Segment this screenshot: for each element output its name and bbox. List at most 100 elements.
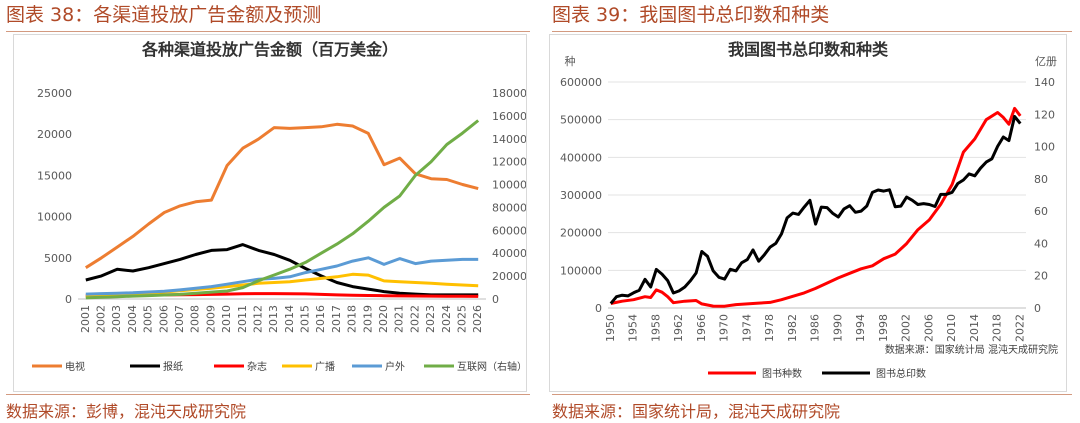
y2-tick-label: 160000 xyxy=(492,110,526,123)
x-tick-label: 1954 xyxy=(627,314,640,342)
legend-label: 图书总印数 xyxy=(876,367,926,380)
x-tick-label: 1986 xyxy=(809,314,822,342)
legend-label: 报纸 xyxy=(163,360,183,373)
y2-tick-label: 60000 xyxy=(492,224,526,237)
y-tick-label: 300000 xyxy=(560,189,602,202)
right-figure-source: 数据来源：国家统计局，混沌天成研究院 xyxy=(552,402,841,421)
x-tick-label: 2022 xyxy=(1013,314,1026,342)
y2-tick-label: 40 xyxy=(1034,237,1048,250)
x-tick-label: 2015 xyxy=(299,305,312,333)
y-tick-label: 20000 xyxy=(37,128,72,141)
x-tick-label: 2021 xyxy=(393,305,406,333)
y-tick-label: 100000 xyxy=(560,264,602,277)
x-tick-label: 2010 xyxy=(220,305,233,333)
x-tick-label: 2009 xyxy=(204,305,217,333)
y2-tick-label: 0 xyxy=(1034,302,1041,315)
x-tick-label: 2012 xyxy=(251,305,264,333)
x-tick-label: 1974 xyxy=(740,314,753,342)
y-tick-label: 10000 xyxy=(37,211,72,224)
x-tick-label: 2011 xyxy=(236,305,249,333)
x-tick-label: 2022 xyxy=(408,305,421,333)
legend-label: 杂志 xyxy=(247,360,267,373)
y-tick-label: 0 xyxy=(65,293,72,306)
x-tick-label: 2010 xyxy=(945,314,958,342)
legend-label: 图书种数 xyxy=(762,367,802,380)
x-tick-label: 2008 xyxy=(189,305,202,333)
x-tick-label: 2003 xyxy=(110,305,123,333)
x-tick-label: 2006 xyxy=(922,314,935,342)
chart-title: 我国图书总印数和种类 xyxy=(728,40,889,59)
x-tick-label: 2025 xyxy=(455,305,468,333)
x-tick-label: 1990 xyxy=(831,314,844,342)
series-line-电视 xyxy=(84,122,479,269)
x-tick-label: 2007 xyxy=(173,305,186,333)
x-tick-label: 2019 xyxy=(361,305,374,333)
series-line-图书总印数 xyxy=(609,114,1022,305)
y-tick-label: 15000 xyxy=(37,169,72,182)
x-tick-label: 2002 xyxy=(900,314,913,342)
left-caption-rule xyxy=(6,31,530,32)
x-tick-label: 2020 xyxy=(377,305,390,333)
x-tick-label: 2001 xyxy=(79,305,92,333)
x-tick-label: 2018 xyxy=(991,314,1004,342)
x-tick-label: 2004 xyxy=(126,305,139,333)
y2-tick-label: 140 xyxy=(1034,76,1055,89)
y-tick-label: 500000 xyxy=(560,114,602,127)
series-line-报纸 xyxy=(85,243,479,297)
x-tick-label: 2024 xyxy=(440,305,453,333)
x-tick-label: 1962 xyxy=(672,314,685,342)
books-chart-panel: 我国图书总印数和种类种 亿册 0 100000 200000 300000 400000 50… xyxy=(549,34,1067,392)
y-tick-label: 25000 xyxy=(37,87,72,100)
y-axis-unit: 种 xyxy=(565,54,576,68)
series-line-图书种数 xyxy=(610,106,1022,308)
right-figure-caption: 图表 39：我国图书总印数和种类 xyxy=(552,4,830,26)
x-tick-label: 2023 xyxy=(424,305,437,333)
y2-tick-label: 60 xyxy=(1034,205,1048,218)
y2-tick-label: 80000 xyxy=(492,201,526,214)
y2-tick-label: 20000 xyxy=(492,270,526,283)
x-tick-label: 2026 xyxy=(471,305,484,333)
x-tick-label: 2017 xyxy=(330,305,343,333)
y-tick-label: 600000 xyxy=(560,76,602,89)
x-tick-label: 1982 xyxy=(786,314,799,342)
y-tick-label: 200000 xyxy=(560,227,602,240)
x-tick-label: 2016 xyxy=(314,305,327,333)
legend-label: 广播 xyxy=(315,360,335,373)
x-tick-label: 1978 xyxy=(763,314,776,342)
y2-tick-label: 100000 xyxy=(492,179,526,192)
y-tick-label: 0 xyxy=(595,302,602,315)
y2-tick-label: 120000 xyxy=(492,156,526,169)
left-footer-rule xyxy=(6,394,530,395)
x-tick-label: 1958 xyxy=(649,314,662,342)
y2-tick-label: 80 xyxy=(1034,173,1048,186)
chart-annotation: 数据来源：国家统计局 混沌天成研究院 xyxy=(885,343,1058,356)
y2-tick-label: 20 xyxy=(1034,270,1048,283)
left-figure-caption: 图表 38：各渠道投放广告金额及预测 xyxy=(6,4,322,26)
y2-tick-label: 0 xyxy=(492,293,499,306)
x-tick-label: 1994 xyxy=(854,314,867,342)
y-tick-label: 5000 xyxy=(44,252,72,265)
x-tick-label: 2018 xyxy=(346,305,359,333)
legend-label: 互联网（右轴） xyxy=(457,360,526,373)
x-tick-label: 2002 xyxy=(95,305,108,333)
left-figure-source: 数据来源：彭博，混沌天成研究院 xyxy=(6,402,247,421)
x-tick-label: 1950 xyxy=(604,314,617,342)
x-tick-label: 2014 xyxy=(283,305,296,333)
x-tick-label: 2014 xyxy=(968,314,981,342)
x-tick-label: 2006 xyxy=(157,305,170,333)
right-caption-rule xyxy=(552,31,1072,32)
legend-label: 户外 xyxy=(385,360,405,373)
x-tick-label: 2013 xyxy=(267,305,280,333)
legend-label: 电视 xyxy=(65,360,85,373)
ad-spend-chart: 各种渠道投放广告金额（百万美金） 0 5000 10000 15000 20000 2500… xyxy=(32,40,534,373)
ad-spend-chart-panel: 各种渠道投放广告金额（百万美金） 0 5000 10000 15000 20000 2500… xyxy=(13,34,534,392)
y2-tick-label: 40000 xyxy=(492,247,526,260)
right-footer-rule xyxy=(552,394,1072,395)
y-tick-label: 400000 xyxy=(560,151,602,164)
y2-tick-label: 140000 xyxy=(492,133,526,146)
x-tick-label: 1966 xyxy=(695,314,708,342)
x-tick-label: 1970 xyxy=(718,314,731,342)
series-line-户外 xyxy=(85,256,479,296)
series-line-互联网（右轴） xyxy=(85,119,480,300)
